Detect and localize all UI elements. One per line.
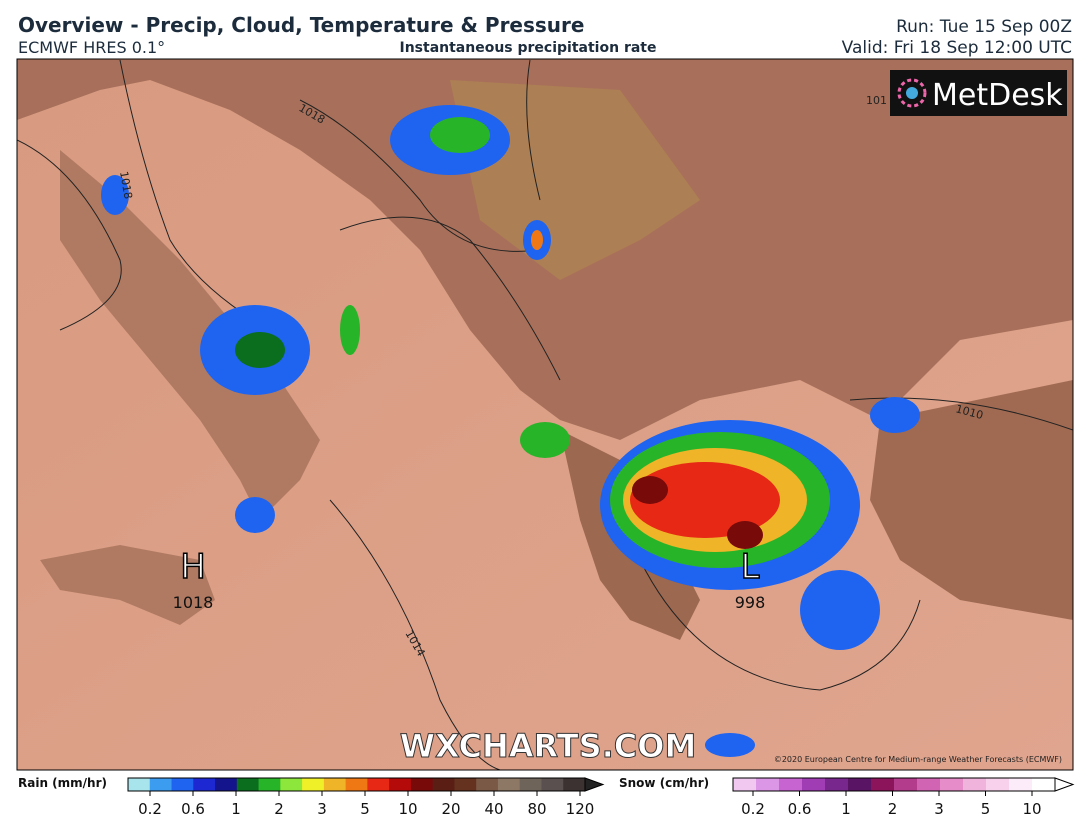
valid: Valid: Fri 18 Sep 12:00 UTC [842,38,1072,58]
snow-swatch [871,778,895,791]
rain-swatch [280,778,303,791]
rain-swatch [389,778,412,791]
rain-bar-arrow [584,777,605,792]
snow-legend-title: Snow (cm/hr) [619,776,709,790]
high-symbol: H [180,547,206,587]
low-value: 998 [735,593,766,612]
rain-swatch [149,778,173,791]
snow-label: 2 [888,800,898,818]
rain-swatch [323,778,347,791]
rain-swatch [541,778,564,791]
snow-swatch [940,778,964,791]
rain-swatch [454,778,477,791]
rain-label: 120 [566,800,595,818]
rain-swatch [410,778,434,791]
rain-swatch [345,778,368,791]
snow-swatch [802,778,826,791]
rain-swatch [215,778,238,791]
snow-swatch [986,778,1010,791]
logo: MetDesk [932,78,1063,113]
rain-swatch [171,778,194,791]
snow-label: 1 [841,800,851,818]
logo-box [890,70,1067,116]
rain-label: 40 [484,800,503,818]
rain-label: 3 [317,800,327,818]
copyright: ©2020 European Centre for Medium-range W… [774,755,1062,764]
rain-swatch [193,778,216,791]
subtitle: Instantaneous precipitation rate [400,40,657,56]
rain-label: 1 [231,800,241,818]
isobar-label: 1018 [117,170,135,200]
rain-label: 20 [441,800,460,818]
rain-label: 80 [527,800,546,818]
rain-swatch [302,778,325,791]
map: 1018 1018 1014 1010 101 H 1018 L 998 Met… [16,58,1074,771]
title: Overview - Precip, Cloud, Temperature & … [18,13,584,37]
snow-label: 10 [1022,800,1041,818]
snow-label: 0.6 [788,800,812,818]
snow-swatch [963,778,987,791]
snow-swatch [825,778,849,791]
rain-swatch [563,778,586,791]
rain-swatch [519,778,542,791]
precipitation [101,105,920,757]
legend: Rain (mm/hr) Snow (cm/hr) [18,776,709,790]
rain-swatch [497,778,521,791]
rain-label: 0.6 [181,800,205,818]
snow-swatch [733,778,757,791]
snow-swatch [917,778,941,791]
run: Run: Tue 15 Sep 00Z [896,17,1072,37]
low-symbol: L [741,547,760,587]
isobar-label: 101 [866,94,887,107]
rain-swatch [258,778,281,791]
snow-swatch [894,778,918,791]
snow-swatch [779,778,803,791]
logo-icon [897,78,927,108]
high-value: 1018 [173,593,214,612]
snow-label: 3 [934,800,944,818]
rain-swatch [128,778,151,791]
rain-label: 2 [274,800,284,818]
model: ECMWF HRES 0.1° [18,38,165,57]
rain-label: 0.2 [138,800,162,818]
rain-swatch [367,778,390,791]
snow-label: 0.2 [741,800,765,818]
snow-label: 5 [981,800,991,818]
rain-swatch [476,778,499,791]
rain-legend-title: Rain (mm/hr) [18,776,107,790]
rain-label: 10 [398,800,417,818]
rain-swatch [236,778,260,791]
rain-label: 5 [360,800,370,818]
snow-swatch [756,778,780,791]
snow-swatch [848,778,872,791]
snow-swatch [1009,778,1033,791]
rain-swatch [432,778,455,791]
watermark: WXCHARTS.COM [400,727,697,765]
snow-bar-arrow [1054,777,1075,792]
snow-swatch [1032,778,1056,791]
